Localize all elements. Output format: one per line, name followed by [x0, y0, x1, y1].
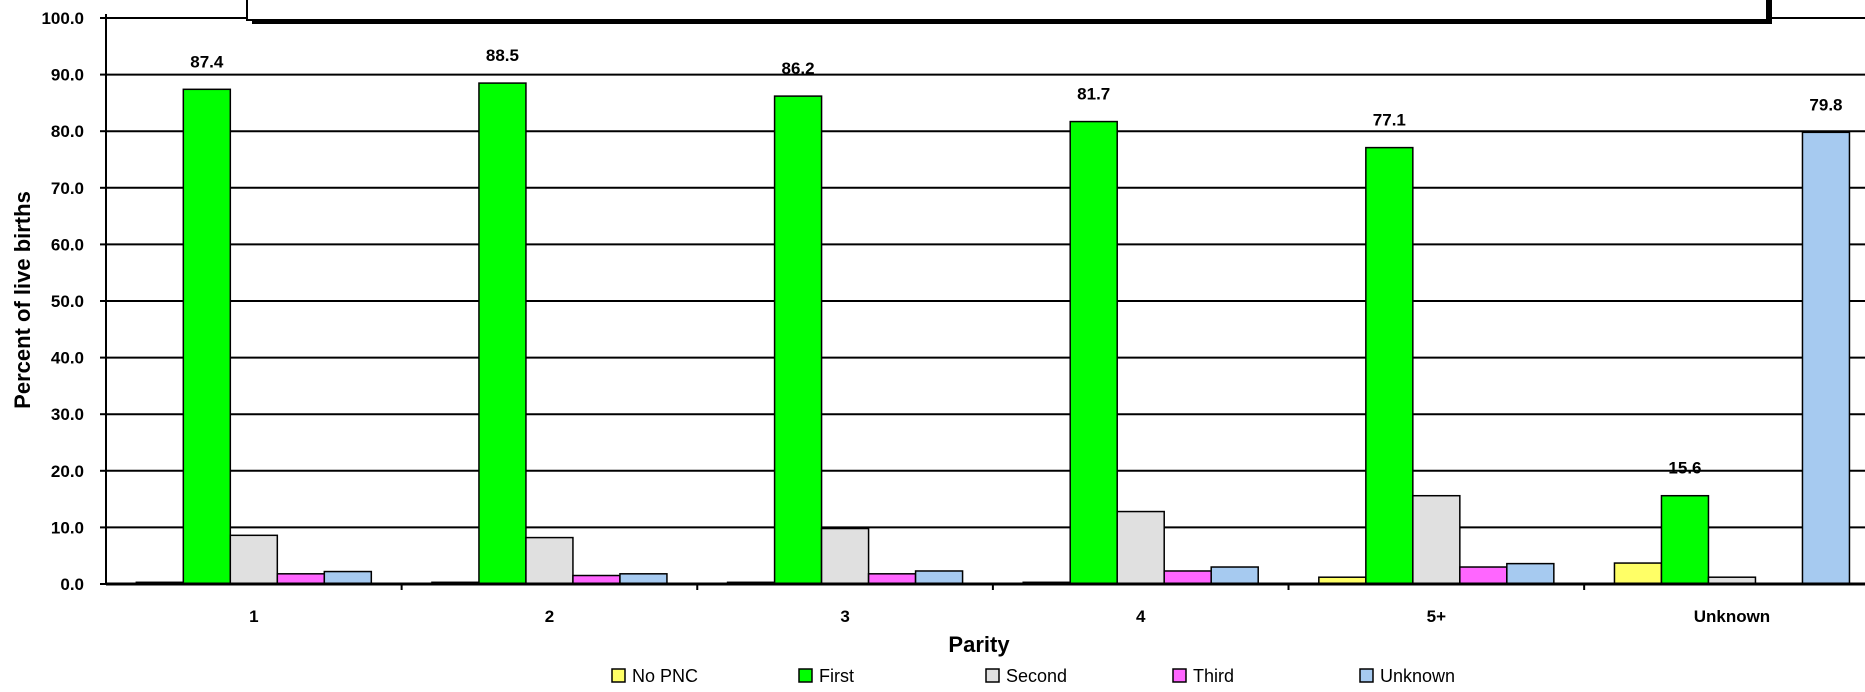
data-label: 87.4: [190, 52, 224, 71]
bars: [135, 82, 1851, 585]
data-label: 77.1: [1373, 111, 1406, 130]
x-axis-ticks: 1 2 3 4 5+ Unknown: [249, 584, 1770, 626]
bar-first: [1069, 120, 1118, 585]
bar-unknown: [1506, 562, 1555, 585]
bar-first: [1660, 494, 1710, 585]
bar-second: [1412, 494, 1461, 585]
x-tick-label: 3: [840, 607, 849, 626]
legend-swatch: [1359, 668, 1374, 683]
legend: No PNC First Second Third Unknown: [611, 666, 1455, 686]
gridlines: [106, 17, 1865, 529]
y-tick-label: 80.0: [51, 122, 84, 141]
bar-third: [276, 573, 326, 585]
y-axis-title: Percent of live births: [10, 191, 35, 409]
bar-unknown: [1210, 566, 1259, 585]
x-axis-title: Parity: [948, 632, 1010, 657]
legend-label: No PNC: [632, 666, 698, 686]
y-tick-label: 10.0: [51, 518, 84, 537]
legend-label: First: [819, 666, 854, 686]
title-box: [246, 0, 1768, 21]
bar-unknown: [1801, 131, 1851, 585]
y-axis-ticks: 0.0 10.0 20.0 30.0 40.0 50.0 60.0 70.0 80.0 90.0 1…: [41, 9, 106, 594]
data-label: 81.7: [1077, 85, 1110, 104]
bar-third: [867, 573, 917, 585]
bar-third: [1459, 566, 1508, 585]
bar-first: [478, 82, 527, 585]
y-tick-label: 30.0: [51, 405, 84, 424]
bar-unknown: [914, 570, 964, 585]
bar-second: [229, 534, 279, 585]
y-tick-label: 50.0: [51, 292, 84, 311]
legend-swatch: [1172, 668, 1187, 683]
y-tick-label: 60.0: [51, 235, 84, 254]
y-tick-label: 70.0: [51, 179, 84, 198]
axes: [105, 14, 1865, 586]
bar-second: [525, 536, 574, 585]
legend-swatch: [798, 668, 813, 683]
bar-third: [1163, 570, 1212, 585]
bar-unknown: [619, 573, 668, 585]
bar-second: [820, 527, 870, 585]
data-label: 79.8: [1809, 95, 1842, 114]
x-tick-label: 2: [545, 607, 554, 626]
x-tick-label: 1: [249, 607, 258, 626]
data-label: 88.5: [486, 46, 519, 65]
bar-first: [1365, 146, 1414, 585]
legend-label: Second: [1006, 666, 1067, 686]
bar-no-pnc: [1613, 562, 1663, 585]
x-tick-label: 4: [1136, 607, 1146, 626]
legend-label: Third: [1193, 666, 1234, 686]
bar-unknown: [323, 570, 373, 585]
bar-first: [182, 88, 232, 585]
legend-swatch: [985, 668, 1000, 683]
y-tick-label: 0.0: [60, 575, 84, 594]
data-label: 15.6: [1668, 459, 1701, 478]
legend-swatch: [611, 668, 626, 683]
data-label: 86.2: [782, 59, 815, 78]
legend-label: Unknown: [1380, 666, 1455, 686]
x-tick-label: Unknown: [1694, 607, 1771, 626]
x-tick-label: 5+: [1427, 607, 1446, 626]
y-tick-label: 100.0: [41, 9, 84, 28]
data-labels: 87.4 88.5 86.2 81.7 77.1 15.6 79.8: [190, 46, 1842, 478]
y-tick-label: 20.0: [51, 462, 84, 481]
y-tick-label: 90.0: [51, 66, 84, 85]
bar-second: [1116, 510, 1165, 585]
bar-first: [773, 95, 823, 585]
y-tick-label: 40.0: [51, 349, 84, 368]
